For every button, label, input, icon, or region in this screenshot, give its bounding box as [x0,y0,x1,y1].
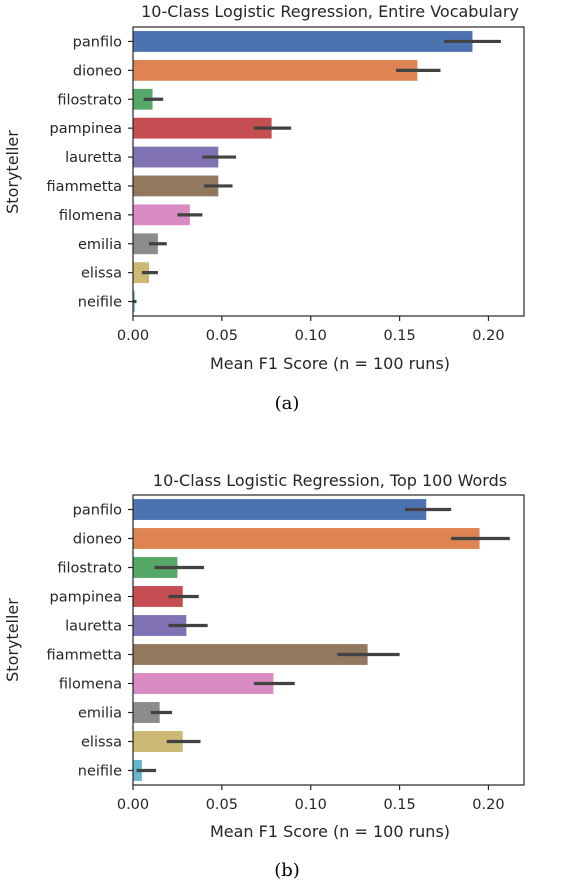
panel-a: 10-Class Logistic Regression, Entire Voc… [3,2,525,414]
x-tick-label: 0.00 [117,797,149,813]
y-axis-label: Storyteller [3,130,22,214]
y-tick-label: dioneo [73,532,122,548]
figure-caption: (a) [275,393,300,414]
figure-caption: (b) [274,860,300,881]
bar-emilia [133,702,160,723]
plot-frame [132,494,525,786]
y-tick-label: filomena [59,677,122,693]
panel-b: 10-Class Logistic Regression, Top 100 Wo… [3,471,525,881]
y-tick-label: neifile [78,764,122,780]
y-tick-label: fiammetta [47,179,122,195]
x-tick-label: 0.00 [117,328,149,344]
x-tick-label: 0.05 [206,328,238,344]
y-tick-label: panfilo [73,34,122,50]
y-tick-label: filostrato [57,92,122,108]
bar-elissa [133,731,183,752]
y-tick-label: neifile [78,295,122,311]
bar-panfilo [133,31,473,52]
bar-dioneo [133,528,480,549]
bar-emilia [133,233,158,255]
bar-filomena [133,204,190,226]
bar-pampinea [133,586,183,607]
y-tick-label: lauretta [65,619,122,635]
plot-area: panfilo dioneo filostrato pampinea lauretta f… [47,494,525,813]
bar-elissa [133,262,149,284]
y-tick-label: elissa [81,735,122,751]
x-tick-label: 0.05 [206,797,238,813]
x-tick-label: 0.15 [383,797,415,813]
chart-title: 10-Class Logistic Regression, Entire Voc… [141,2,519,21]
x-axis-label: Mean F1 Score (n = 100 runs) [210,354,450,373]
x-tick-label: 0.15 [383,328,415,344]
y-tick-label: emilia [78,706,122,722]
y-tick-label: dioneo [73,63,122,79]
y-axis-label: Storyteller [3,598,22,682]
y-tick-label: pampinea [50,590,122,606]
y-tick-label: filomena [59,208,122,224]
bar-fiammetta [133,644,368,665]
chart-title: 10-Class Logistic Regression, Top 100 Wo… [153,471,507,490]
y-tick-label: panfilo [73,503,122,519]
bar-filostrato [133,88,153,110]
bar-filomena [133,673,274,694]
x-tick-label: 0.20 [472,797,504,813]
bar-pampinea [133,117,272,139]
y-tick-label: filostrato [57,561,122,577]
x-tick-label: 0.10 [295,328,327,344]
y-tick-label: emilia [78,237,122,253]
bar-lauretta [133,615,187,636]
y-tick-label: elissa [81,266,122,282]
y-tick-label: pampinea [50,121,122,137]
bar-panfilo [133,499,427,520]
x-axis-label: Mean F1 Score (n = 100 runs) [210,822,450,841]
plot-area: panfilo dioneo filostrato pampinea lauretta f… [47,26,525,344]
bar-lauretta [133,146,219,168]
x-tick-label: 0.10 [295,797,327,813]
plot-frame [132,26,525,317]
x-tick-label: 0.20 [472,328,504,344]
bar-dioneo [133,59,418,81]
y-tick-label: lauretta [65,150,122,166]
bar-fiammetta [133,175,219,197]
y-tick-label: fiammetta [47,648,122,664]
